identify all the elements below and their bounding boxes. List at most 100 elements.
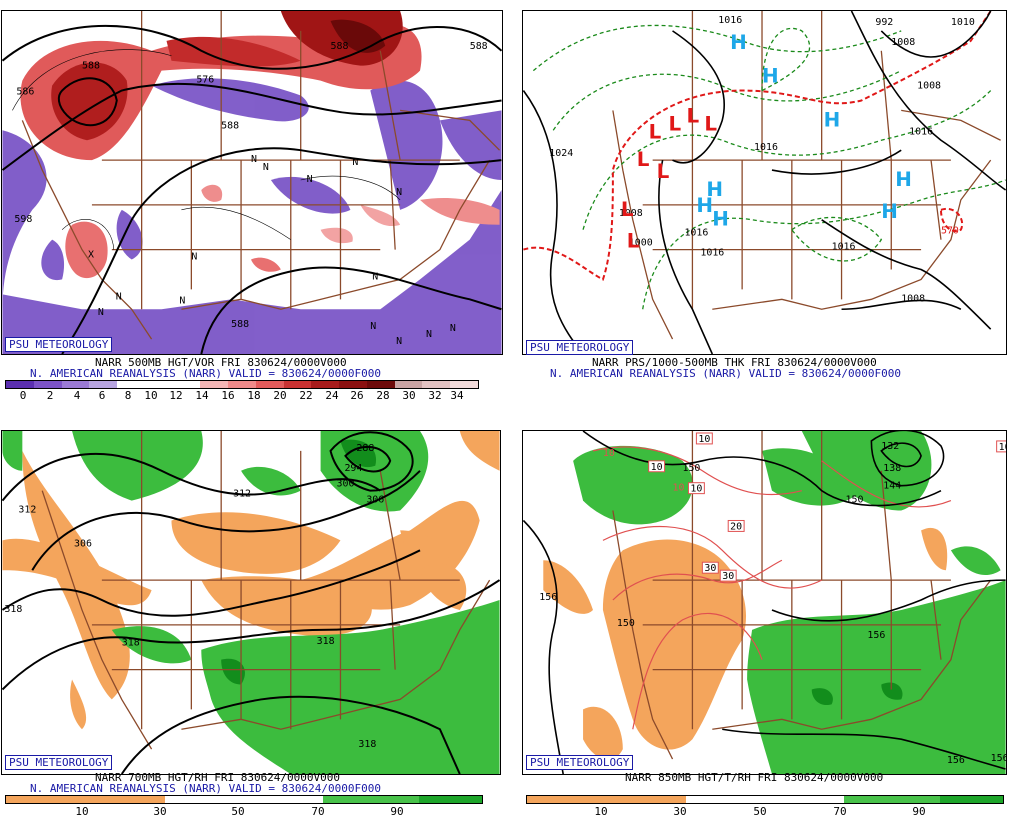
height-label: 156 [947,755,965,766]
political-borders [612,11,1001,340]
tick-label: 16 [221,389,235,402]
panel-850mb-temp-rh: 132 138 144 150 150 156 150 156 156 156 … [520,430,1024,819]
contour-label: 588 [221,120,239,131]
colorbar-rh [5,795,483,804]
low-symbol: L [704,112,717,135]
tick-label: 30 [402,389,416,402]
height-label: 132 [881,441,899,452]
high-symbol: H [706,178,723,201]
height-label: 150 [846,495,864,506]
caption-line1: NARR PRS/1000-500MB THK FRI 830624/0000V… [592,356,877,369]
tick-label: 22 [299,389,313,402]
contour-label: 306 [366,495,384,506]
tick-label: 50 [753,805,767,818]
tick-label: 28 [376,389,390,402]
panel-700mb-rh: 288 294 300 306 312 312 306 318 318 318 … [0,430,504,819]
caption-line1: NARR 850MB HGT/T/RH FRI 830624/0000V000 [625,771,884,784]
isobar-label: 1010 [951,17,975,28]
contour-label: 306 [74,538,92,549]
panel-500mb-vorticity: 588 588 588 586 598 588 576 588 N N N N … [0,10,504,405]
tick-label: 6 [98,389,106,402]
tick-label: 30 [673,805,687,818]
high-symbol: H [895,168,912,191]
colorbar-vorticity [5,380,479,389]
isobar-label: 1000 [629,238,653,249]
low-symbol: L [649,120,662,143]
contour-label: 294 [344,463,362,474]
low-pressure-centers: L L L L L L L L [621,104,718,252]
colorbar-ticks: 10 30 50 70 90 [5,805,483,819]
height-label: 156 [991,753,1007,764]
high-symbol: H [696,194,713,217]
tick-label: 10 [144,389,158,402]
caption-line1: NARR 700MB HGT/RH FRI 830624/0000V000 [95,771,341,784]
thickness-dashed-red [523,11,992,281]
isobar-label: 1016 [718,15,742,26]
panel-pressure-thickness: 1016 992 1008 1008 1016 1016 1024 1008 1… [520,10,1024,405]
contour-label: 588 [82,61,100,72]
min-marker: N [179,295,185,306]
tick-label: 34 [450,389,464,402]
contour-label: 588 [470,41,488,52]
high-symbol: H [824,108,841,131]
colorbar-rh [526,795,1004,804]
height-label: 150 [682,463,700,474]
map-850mb-temp-rh: 132 138 144 150 150 156 150 156 156 156 … [522,430,1007,775]
temp-label: 10 [603,448,615,459]
min-marker: N [426,329,432,340]
isobar-label: 1008 [917,81,941,92]
isobars [523,11,1006,354]
min-marker: N [372,271,378,282]
isobar-label: 1008 [619,208,643,219]
high-pressure-centers: H H H H H H H H [696,31,911,231]
colorbar-ticks: 0 2 4 6 8 10 12 14 16 18 20 22 24 26 28 … [5,389,479,403]
contour-labels: 132 138 144 150 150 156 150 156 156 156 [539,441,1007,766]
tick-label: 26 [350,389,364,402]
rh-very-moist-shading [811,682,903,706]
tick-label: 2 [46,389,54,402]
tick-label: 10 [594,805,608,818]
caption-line1: NARR 500MB HGT/VOR FRI 830624/0000V000 [95,356,347,369]
vorticity-positive-shading [20,11,500,279]
map-pressure-thickness: 1016 992 1008 1008 1016 1016 1024 1008 1… [522,10,1007,355]
tick-label: 90 [912,805,926,818]
contour-label: 588 [331,41,349,52]
contour-label: 300 [337,479,355,490]
isobar-label: 1016 [832,242,856,253]
tick-label: 24 [325,389,339,402]
map-500mb-vorticity: 588 588 588 586 598 588 576 588 N N N N … [1,10,503,355]
contour-label: 318 [122,638,140,649]
min-marker: N [396,187,402,198]
tick-label: 30 [153,805,167,818]
psu-label: PSU METEOROLOGY [5,755,113,770]
contour-label: 312 [233,489,251,500]
low-symbol: L [669,112,682,135]
tick-label: 0 [19,389,27,402]
low-symbol: L [637,148,650,171]
min-marker: N [251,154,257,165]
height-label: 150 [617,618,635,629]
temp-label: 10 [690,484,702,495]
contour-label: 598 [14,214,32,225]
tick-label: 70 [311,805,325,818]
rh-moist-shading [2,431,500,774]
tick-label: 8 [124,389,132,402]
political-borders [612,431,992,760]
isobar-label: 1008 [891,37,915,48]
height-label: 156 [867,630,885,641]
height-contours [2,431,500,774]
contour-label: 288 [356,443,374,454]
height-contours [2,24,502,354]
tick-label: 10 [75,805,89,818]
vorticity-thin-contours [12,49,401,250]
isobar-label: 1016 [909,126,933,137]
low-symbol: L [657,160,670,183]
low-symbol: L [627,230,640,253]
contour-label: 576 [196,75,214,86]
thickness-label: 570 [941,226,959,237]
high-symbol: H [881,200,898,223]
min-marker: N [450,323,456,334]
high-symbol: H [762,65,779,88]
tick-label: 90 [390,805,404,818]
tick-label: 12 [169,389,183,402]
